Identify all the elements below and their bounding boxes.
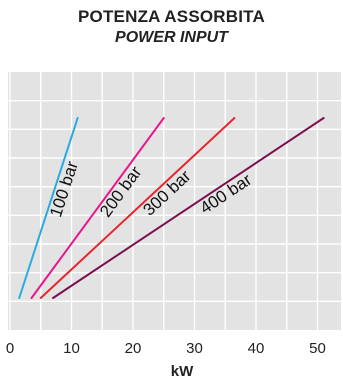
series-line-200-bar bbox=[30, 117, 165, 299]
x-tick-label: 30 bbox=[186, 340, 203, 357]
x-tick-labels: 0 10 20 30 40 50 bbox=[6, 340, 326, 357]
chart-subtitle: POWER INPUT bbox=[115, 29, 228, 46]
x-axis-label: kW bbox=[171, 363, 194, 380]
chart-title: POTENZA ASSORBITA bbox=[78, 7, 265, 26]
series-line-100-bar bbox=[18, 117, 79, 299]
series-line-400-bar bbox=[52, 117, 325, 299]
series-lines bbox=[18, 117, 325, 299]
series-line-300-bar bbox=[39, 117, 236, 299]
x-tick-label: 20 bbox=[125, 340, 142, 357]
x-tick-label: 10 bbox=[63, 340, 80, 357]
x-tick-label: 40 bbox=[248, 340, 265, 357]
plot-area bbox=[8, 72, 341, 330]
grid bbox=[8, 72, 341, 330]
x-tick-label: 50 bbox=[309, 340, 326, 357]
x-tick-label: 0 bbox=[6, 340, 14, 357]
chart-titles: POTENZA ASSORBITA POWER INPUT bbox=[0, 6, 343, 48]
